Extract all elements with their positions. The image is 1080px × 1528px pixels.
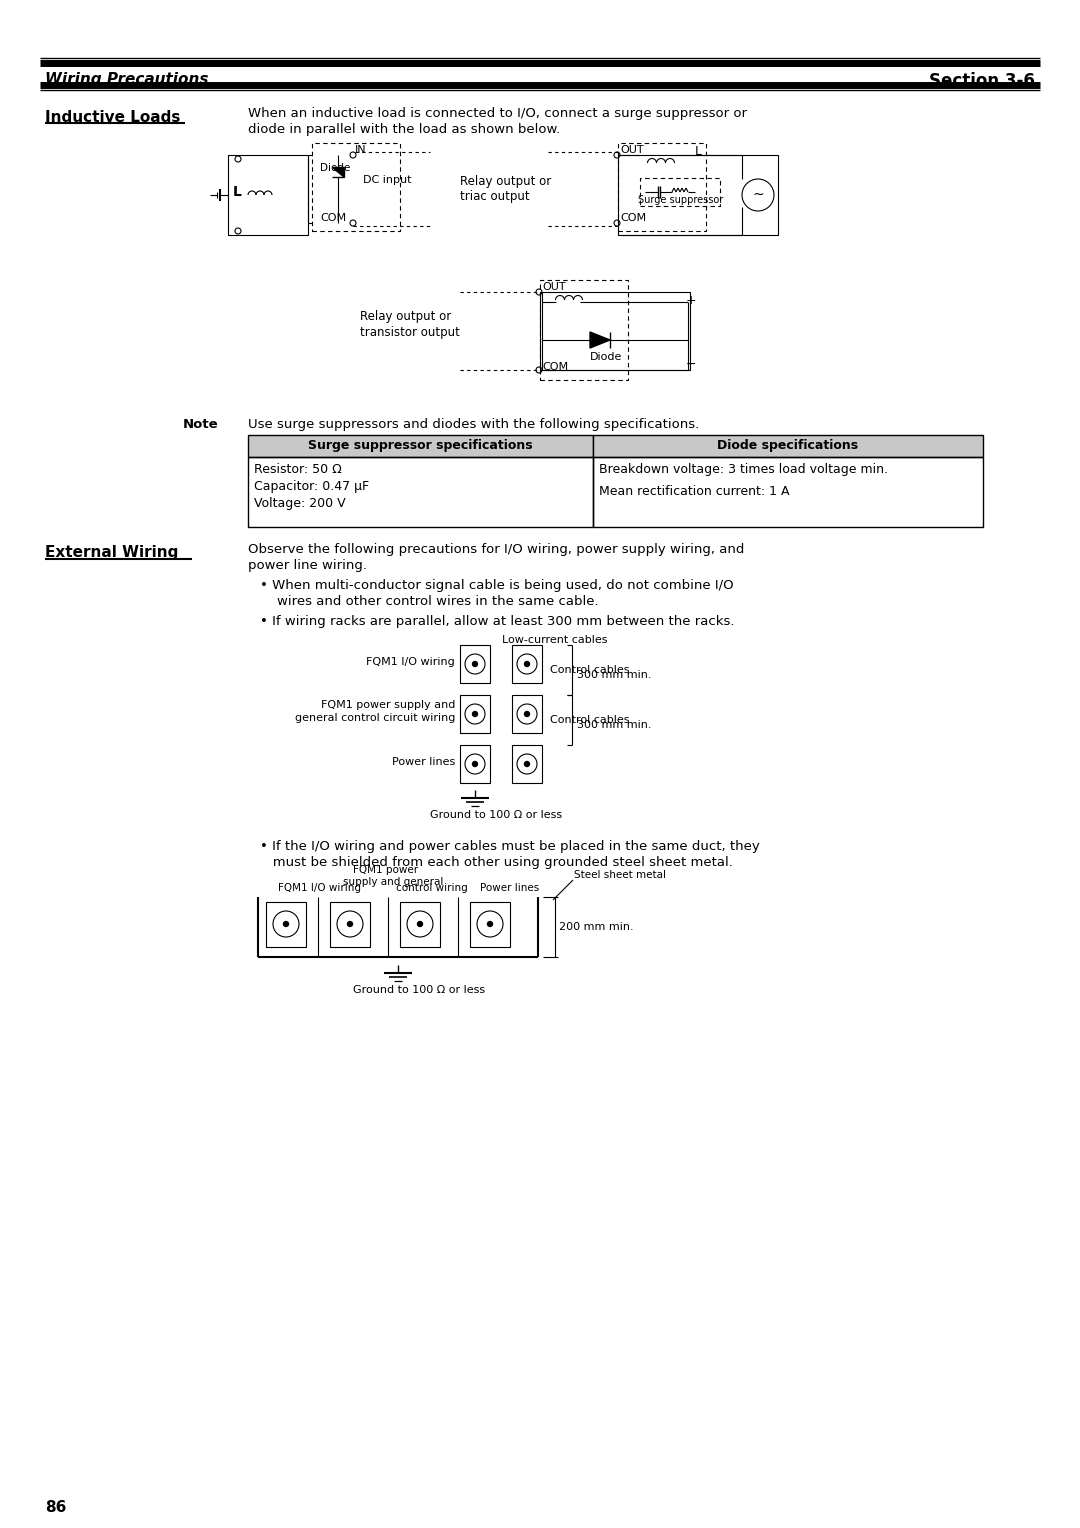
- Text: supply and general: supply and general: [343, 877, 444, 886]
- Text: 200 mm min.: 200 mm min.: [559, 921, 634, 932]
- Bar: [400, 902, 440, 947]
- Text: • If wiring racks are parallel, allow at least 300 mm between the racks.: • If wiring racks are parallel, allow at…: [260, 614, 734, 628]
- Circle shape: [283, 921, 288, 926]
- Text: Wiring Precautions: Wiring Precautions: [45, 72, 208, 87]
- Text: Inductive Loads: Inductive Loads: [45, 110, 180, 125]
- Polygon shape: [590, 332, 610, 348]
- Text: • When multi-conductor signal cable is being used, do not combine I/O: • When multi-conductor signal cable is b…: [260, 579, 733, 591]
- Text: general control circuit wiring: general control circuit wiring: [295, 714, 455, 723]
- Text: diode in parallel with the load as shown below.: diode in parallel with the load as shown…: [248, 122, 561, 136]
- Text: ~: ~: [752, 188, 764, 202]
- Circle shape: [348, 921, 352, 926]
- Bar: [460, 746, 490, 782]
- Text: DC input: DC input: [363, 176, 411, 185]
- Text: Diode specifications: Diode specifications: [717, 439, 859, 452]
- Text: triac output: triac output: [460, 189, 529, 203]
- Bar: [228, 154, 308, 235]
- Text: Relay output or: Relay output or: [360, 310, 451, 322]
- Text: Resistor: 50 Ω: Resistor: 50 Ω: [254, 463, 341, 477]
- Text: • If the I/O wiring and power cables must be placed in the same duct, they: • If the I/O wiring and power cables mus…: [260, 840, 759, 853]
- Bar: [266, 902, 306, 947]
- Text: Capacitor: 0.47 μF: Capacitor: 0.47 μF: [254, 480, 369, 494]
- Text: When an inductive load is connected to I/O, connect a surge suppressor or: When an inductive load is connected to I…: [248, 107, 747, 121]
- Circle shape: [487, 921, 492, 926]
- Bar: [512, 695, 542, 733]
- Bar: [618, 154, 778, 235]
- Bar: [312, 144, 400, 231]
- Text: Relay output or: Relay output or: [460, 176, 551, 188]
- Text: Low-current cables: Low-current cables: [502, 636, 607, 645]
- Text: Ground to 100 Ω or less: Ground to 100 Ω or less: [430, 810, 562, 821]
- Bar: [248, 435, 593, 457]
- Bar: [248, 457, 593, 527]
- Circle shape: [473, 712, 477, 717]
- Text: L: L: [233, 185, 242, 199]
- Text: L: L: [696, 145, 702, 157]
- Circle shape: [473, 761, 477, 767]
- Circle shape: [473, 662, 477, 666]
- Text: Control cables: Control cables: [550, 665, 630, 675]
- Text: COM: COM: [542, 362, 568, 371]
- Text: FQM1 I/O wiring: FQM1 I/O wiring: [278, 883, 361, 892]
- Bar: [512, 645, 542, 683]
- Text: +: +: [686, 293, 697, 307]
- Circle shape: [525, 662, 529, 666]
- Text: control wiring: control wiring: [396, 883, 468, 892]
- Text: Surge suppressor: Surge suppressor: [638, 196, 724, 205]
- Text: Note: Note: [183, 419, 218, 431]
- Text: Ground to 100 Ω or less: Ground to 100 Ω or less: [353, 986, 485, 995]
- Bar: [512, 746, 542, 782]
- Text: Control cables: Control cables: [550, 715, 630, 724]
- Text: OUT: OUT: [620, 145, 644, 154]
- Text: IN: IN: [355, 145, 366, 154]
- Text: Diode: Diode: [590, 351, 622, 362]
- Text: 300 mm min.: 300 mm min.: [577, 720, 651, 730]
- Text: Observe the following precautions for I/O wiring, power supply wiring, and: Observe the following precautions for I/…: [248, 542, 744, 556]
- Text: power line wiring.: power line wiring.: [248, 559, 367, 571]
- Text: External Wiring: External Wiring: [45, 545, 178, 559]
- Bar: [593, 457, 983, 527]
- Text: FQM1 I/O wiring: FQM1 I/O wiring: [366, 657, 455, 668]
- Text: wires and other control wires in the same cable.: wires and other control wires in the sam…: [260, 594, 598, 608]
- Bar: [470, 902, 510, 947]
- Text: Breakdown voltage: 3 times load voltage min.: Breakdown voltage: 3 times load voltage …: [599, 463, 888, 477]
- Text: transistor output: transistor output: [360, 325, 460, 339]
- Bar: [540, 280, 627, 380]
- Bar: [330, 902, 370, 947]
- Circle shape: [525, 712, 529, 717]
- Text: Surge suppressor specifications: Surge suppressor specifications: [308, 439, 532, 452]
- Text: 86: 86: [45, 1500, 66, 1514]
- Polygon shape: [332, 167, 345, 177]
- Text: Power lines: Power lines: [392, 756, 455, 767]
- Text: −: −: [686, 358, 697, 371]
- Text: Voltage: 200 V: Voltage: 200 V: [254, 497, 346, 510]
- Text: Diode: Diode: [320, 163, 350, 173]
- Text: FQM1 power supply and: FQM1 power supply and: [321, 700, 455, 711]
- Text: Mean rectification current: 1 A: Mean rectification current: 1 A: [599, 484, 789, 498]
- Text: OUT: OUT: [542, 283, 566, 292]
- Text: Use surge suppressors and diodes with the following specifications.: Use surge suppressors and diodes with th…: [248, 419, 699, 431]
- Text: Power lines: Power lines: [480, 883, 539, 892]
- Bar: [540, 292, 690, 370]
- Bar: [618, 144, 706, 231]
- Circle shape: [525, 761, 529, 767]
- Circle shape: [418, 921, 422, 926]
- Bar: [460, 645, 490, 683]
- Text: Section 3-6: Section 3-6: [929, 72, 1035, 90]
- Bar: [593, 435, 983, 457]
- Text: 300 mm min.: 300 mm min.: [577, 669, 651, 680]
- Bar: [640, 177, 720, 206]
- Text: COM: COM: [320, 212, 346, 223]
- Text: FQM1 power: FQM1 power: [353, 865, 418, 876]
- Bar: [460, 695, 490, 733]
- Text: must be shielded from each other using grounded steel sheet metal.: must be shielded from each other using g…: [260, 856, 733, 869]
- Text: COM: COM: [620, 212, 646, 223]
- Text: Steel sheet metal: Steel sheet metal: [573, 869, 666, 880]
